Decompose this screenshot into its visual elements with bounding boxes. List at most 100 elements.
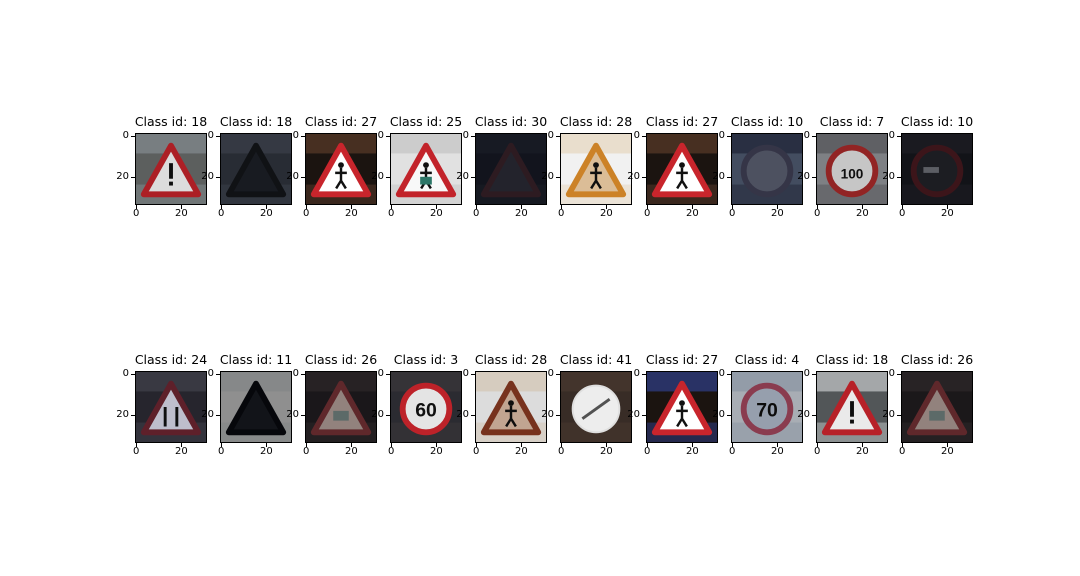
x-tick-label: 0 (473, 446, 480, 457)
y-tick-label: 0 (888, 368, 895, 379)
x-tick-mark (521, 443, 522, 447)
y-tick-label: 0 (377, 368, 384, 379)
panel-title: Class id: 41 (559, 352, 633, 367)
y-tick-label: 20 (201, 409, 214, 420)
x-tick-mark (436, 443, 437, 447)
panel-image (135, 371, 207, 443)
x-tick-mark (777, 443, 778, 447)
image-panel: Class id: 25 0 20 0 20 (371, 114, 462, 224)
x-tick-label: 0 (729, 208, 736, 219)
x-tick-mark (817, 205, 818, 209)
x-tick-mark (777, 205, 778, 209)
y-tick-label: 20 (797, 409, 810, 420)
y-tick-mark (556, 136, 560, 137)
x-tick-label: 20 (600, 446, 613, 457)
sign-image-circle-faint (732, 134, 802, 204)
y-tick-mark (386, 136, 390, 137)
y-tick-mark (897, 374, 901, 375)
y-tick-label: 20 (712, 171, 725, 182)
sign-image-triangle-faint2 (902, 372, 972, 442)
x-tick-mark (732, 443, 733, 447)
y-tick-label: 0 (122, 130, 129, 141)
x-tick-mark (476, 205, 477, 209)
image-panel: Class id: 28 0 20 0 20 (456, 352, 547, 462)
y-tick-mark (216, 374, 220, 375)
x-tick-label: 0 (814, 446, 821, 457)
x-tick-label: 20 (686, 446, 699, 457)
x-tick-mark (692, 443, 693, 447)
image-panel: Class id: 41 0 20 0 20 (541, 352, 632, 462)
y-tick-label: 20 (371, 171, 384, 182)
y-tick-mark (301, 177, 305, 178)
panel-image (646, 133, 718, 205)
y-tick-label: 20 (456, 171, 469, 182)
y-tick-mark (216, 136, 220, 137)
sign-image-triangle-black (221, 372, 291, 442)
y-tick-label: 20 (712, 409, 725, 420)
x-tick-label: 0 (133, 446, 140, 457)
y-tick-mark (642, 415, 646, 416)
y-tick-mark (386, 177, 390, 178)
y-tick-label: 20 (116, 171, 129, 182)
x-tick-mark (862, 443, 863, 447)
y-tick-label: 20 (286, 409, 299, 420)
y-tick-mark (216, 415, 220, 416)
panel-title: Class id: 4 (734, 352, 800, 367)
y-tick-label: 0 (292, 368, 299, 379)
svg-text:70: 70 (756, 400, 778, 422)
sign-image-triangle-faint2 (306, 372, 376, 442)
y-tick-mark (131, 374, 135, 375)
y-tick-mark (471, 374, 475, 375)
y-tick-mark (897, 177, 901, 178)
x-tick-label: 20 (856, 446, 869, 457)
x-tick-label: 0 (133, 208, 140, 219)
y-tick-mark (131, 136, 135, 137)
y-tick-mark (812, 415, 816, 416)
panel-title: Class id: 28 (559, 114, 633, 129)
image-panel: Class id: 18 0 20 0 20 (797, 352, 888, 462)
x-tick-mark (692, 205, 693, 209)
x-tick-mark (266, 443, 267, 447)
sign-image-circle-dark (902, 134, 972, 204)
y-tick-label: 20 (627, 171, 640, 182)
sign-image-circle-end (561, 372, 631, 442)
x-tick-mark (136, 205, 137, 209)
y-tick-label: 0 (718, 368, 725, 379)
y-tick-mark (812, 177, 816, 178)
panel-title: Class id: 18 (134, 114, 208, 129)
panel-image (646, 371, 718, 443)
panel-title: Class id: 10 (900, 114, 974, 129)
panel-title: Class id: 27 (645, 352, 719, 367)
sign-image-triangle-faint (476, 134, 546, 204)
x-tick-mark (476, 443, 477, 447)
y-tick-mark (727, 177, 731, 178)
y-tick-mark (386, 374, 390, 375)
y-tick-label: 0 (633, 368, 640, 379)
image-panel: Class id: 27 0 20 0 20 (627, 114, 718, 224)
image-panel: Class id: 26 0 20 0 20 (882, 352, 973, 462)
x-tick-label: 0 (218, 446, 225, 457)
y-tick-label: 0 (377, 130, 384, 141)
y-tick-label: 0 (462, 368, 469, 379)
x-tick-mark (391, 443, 392, 447)
panel-image (220, 133, 292, 205)
y-tick-mark (642, 177, 646, 178)
x-tick-label: 0 (814, 208, 821, 219)
y-tick-mark (131, 415, 135, 416)
x-tick-label: 0 (473, 208, 480, 219)
x-tick-label: 20 (600, 208, 613, 219)
x-tick-label: 0 (218, 208, 225, 219)
panel-title: Class id: 24 (134, 352, 208, 367)
y-tick-mark (556, 374, 560, 375)
panel-title: Class id: 26 (304, 352, 378, 367)
panel-title: Class id: 18 (219, 114, 293, 129)
x-tick-label: 0 (644, 208, 651, 219)
x-tick-label: 20 (260, 446, 273, 457)
image-panel: Class id: 27 0 20 0 20 (286, 114, 377, 224)
y-tick-label: 0 (207, 130, 214, 141)
image-panel: Class id: 4 70 0 20 0 20 (712, 352, 803, 462)
image-panel: Class id: 11 0 20 0 20 (201, 352, 292, 462)
x-tick-label: 0 (899, 208, 906, 219)
y-tick-mark (301, 136, 305, 137)
y-tick-mark (301, 374, 305, 375)
